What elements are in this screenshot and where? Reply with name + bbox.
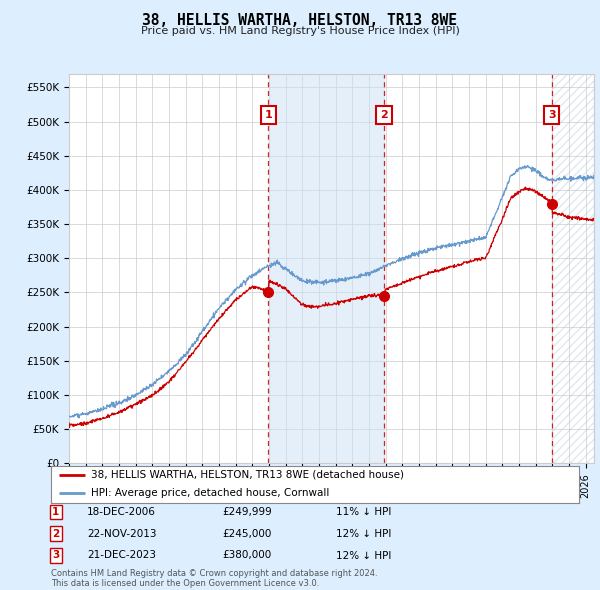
- Text: Contains HM Land Registry data © Crown copyright and database right 2024.
This d: Contains HM Land Registry data © Crown c…: [51, 569, 377, 588]
- Text: 38, HELLIS WARTHA, HELSTON, TR13 8WE: 38, HELLIS WARTHA, HELSTON, TR13 8WE: [143, 13, 458, 28]
- Text: HPI: Average price, detached house, Cornwall: HPI: Average price, detached house, Corn…: [91, 489, 329, 499]
- Text: £249,999: £249,999: [222, 507, 272, 517]
- Text: 2: 2: [52, 529, 59, 539]
- Text: 2: 2: [380, 110, 388, 120]
- Text: Price paid vs. HM Land Registry's House Price Index (HPI): Price paid vs. HM Land Registry's House …: [140, 26, 460, 36]
- Text: 22-NOV-2013: 22-NOV-2013: [87, 529, 157, 539]
- Text: 38, HELLIS WARTHA, HELSTON, TR13 8WE (detached house): 38, HELLIS WARTHA, HELSTON, TR13 8WE (de…: [91, 470, 404, 480]
- Text: 3: 3: [548, 110, 556, 120]
- Text: 21-DEC-2023: 21-DEC-2023: [87, 550, 156, 560]
- Text: £245,000: £245,000: [222, 529, 271, 539]
- Text: 1: 1: [265, 110, 272, 120]
- Text: 12% ↓ HPI: 12% ↓ HPI: [336, 529, 391, 539]
- Text: 12% ↓ HPI: 12% ↓ HPI: [336, 550, 391, 560]
- Text: 3: 3: [52, 550, 59, 560]
- Text: 1: 1: [52, 507, 59, 517]
- Text: £380,000: £380,000: [222, 550, 271, 560]
- Text: 18-DEC-2006: 18-DEC-2006: [87, 507, 156, 517]
- Text: 11% ↓ HPI: 11% ↓ HPI: [336, 507, 391, 517]
